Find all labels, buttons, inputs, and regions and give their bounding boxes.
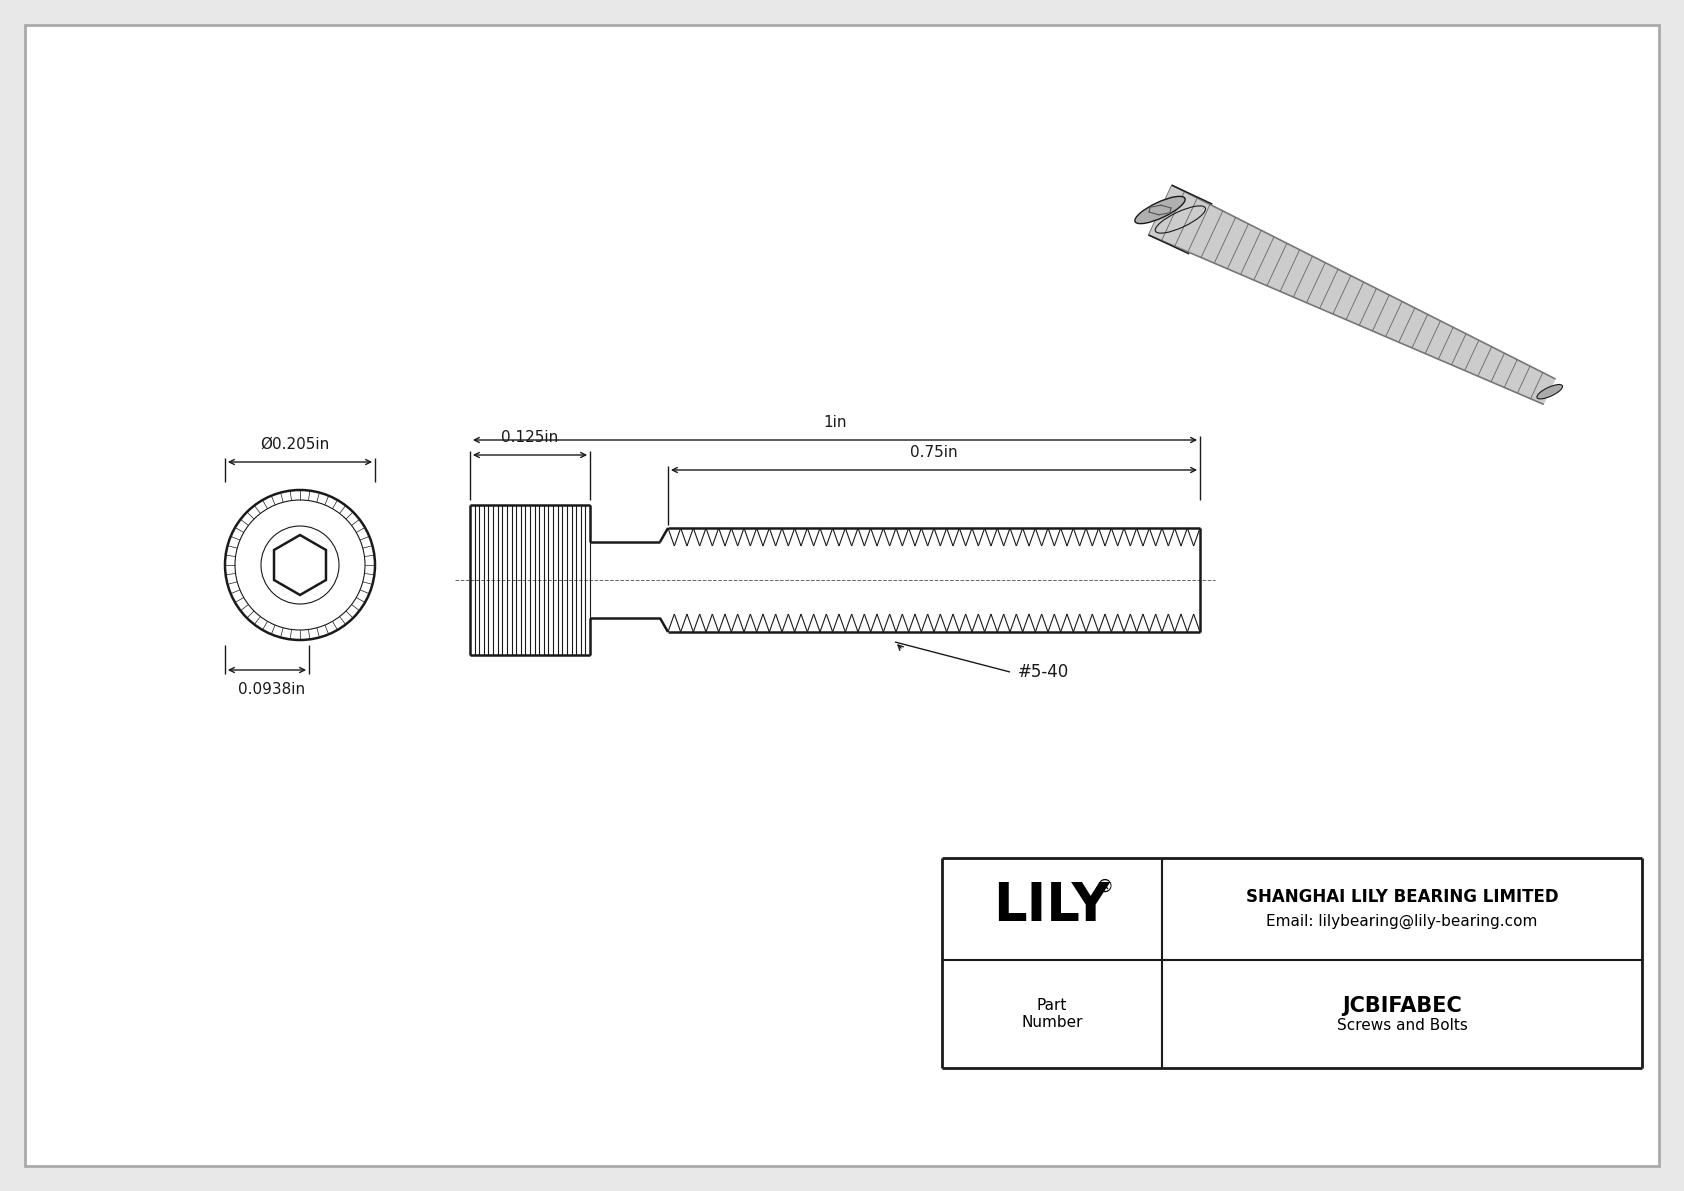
Text: Email: lilybearing@lily-bearing.com: Email: lilybearing@lily-bearing.com <box>1266 913 1537 929</box>
Ellipse shape <box>1135 197 1186 224</box>
Text: Ø0.205in: Ø0.205in <box>261 437 330 453</box>
Text: 0.75in: 0.75in <box>909 445 958 460</box>
Ellipse shape <box>1537 385 1563 399</box>
Text: Screws and Bolts: Screws and Bolts <box>1337 1018 1467 1034</box>
Text: Part
Number: Part Number <box>1021 998 1083 1030</box>
Text: #5-40: #5-40 <box>1019 663 1069 681</box>
Text: 0.125in: 0.125in <box>502 430 559 445</box>
Text: 1in: 1in <box>823 414 847 430</box>
Text: ®: ® <box>1095 878 1113 896</box>
Polygon shape <box>1148 185 1556 405</box>
Text: LILY: LILY <box>994 880 1110 933</box>
Bar <box>941 858 1642 1068</box>
Text: JCBIFABEC: JCBIFABEC <box>1342 996 1462 1016</box>
Text: 0.0938in: 0.0938in <box>239 682 305 697</box>
Text: SHANGHAI LILY BEARING LIMITED: SHANGHAI LILY BEARING LIMITED <box>1246 888 1558 906</box>
